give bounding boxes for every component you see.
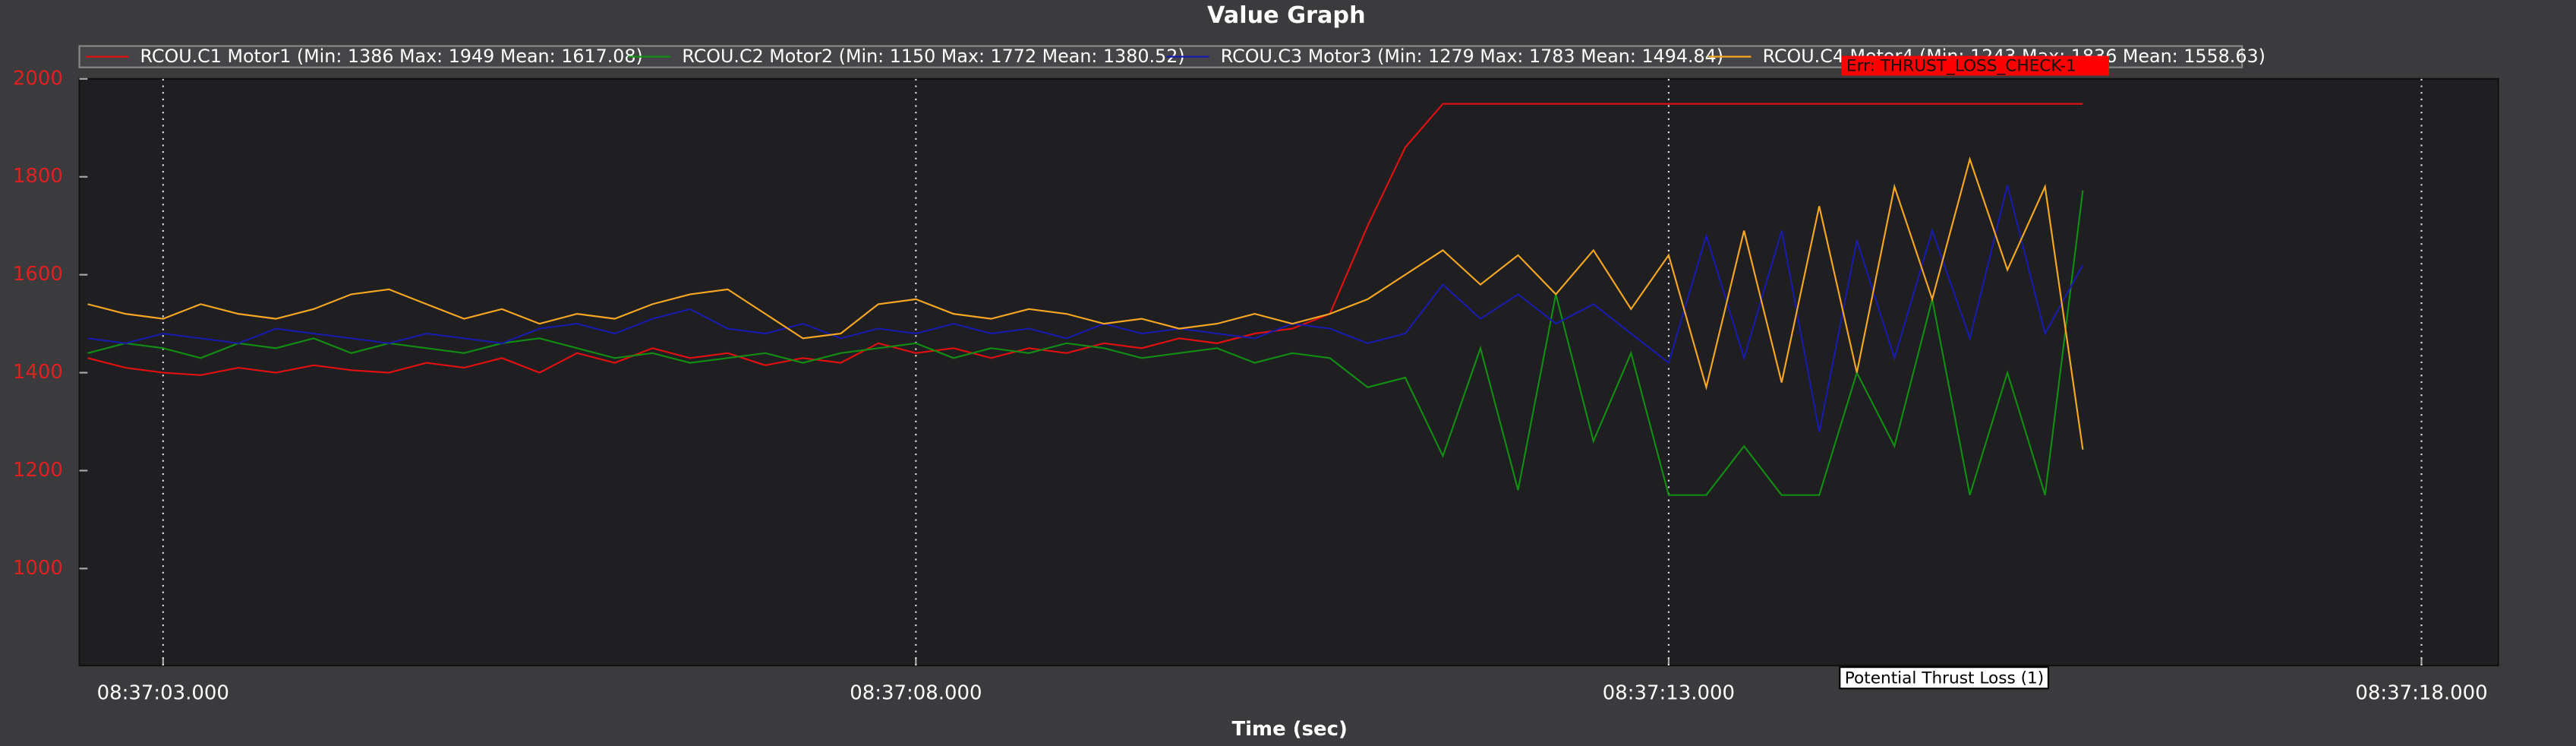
x-tick-label: 08:37:03.000 xyxy=(97,681,229,704)
x-tick-label: 08:37:18.000 xyxy=(2355,681,2487,704)
x-tick-label: 08:37:13.000 xyxy=(1603,681,1735,704)
series-line xyxy=(87,156,2084,450)
x-axis-label: Time (sec) xyxy=(1231,718,1347,741)
legend-label: RCOU.C2 Motor2 (Min: 1150 Max: 1772 Mean… xyxy=(682,46,1184,67)
series-line xyxy=(87,190,2084,496)
plot-area xyxy=(78,77,2499,667)
y-tick-label: 1600 xyxy=(13,263,63,286)
y-tick-label: 1200 xyxy=(13,459,63,482)
x-tick-label: 08:37:08.000 xyxy=(850,681,982,704)
error-annotation: Err: THRUST_LOSS_CHECK-1 xyxy=(1846,57,2076,76)
y-tick-label: 2000 xyxy=(13,67,63,90)
legend-label: RCOU.C3 Motor3 (Min: 1279 Max: 1783 Mean… xyxy=(1221,46,1723,67)
series-line xyxy=(87,103,2083,376)
legend-label: RCOU.C1 Motor1 (Min: 1386 Max: 1949 Mean… xyxy=(140,46,643,67)
annotation: Potential Thrust Loss (1) xyxy=(1845,669,2045,688)
y-tick-label: 1000 xyxy=(13,557,63,580)
series-line xyxy=(87,185,2084,432)
error-annotation-box xyxy=(1841,55,2109,76)
chart-title: Value Graph xyxy=(1207,2,1366,29)
annotation-box xyxy=(1839,666,2050,690)
y-tick-label: 1800 xyxy=(13,165,63,188)
y-tick-label: 1400 xyxy=(13,361,63,384)
